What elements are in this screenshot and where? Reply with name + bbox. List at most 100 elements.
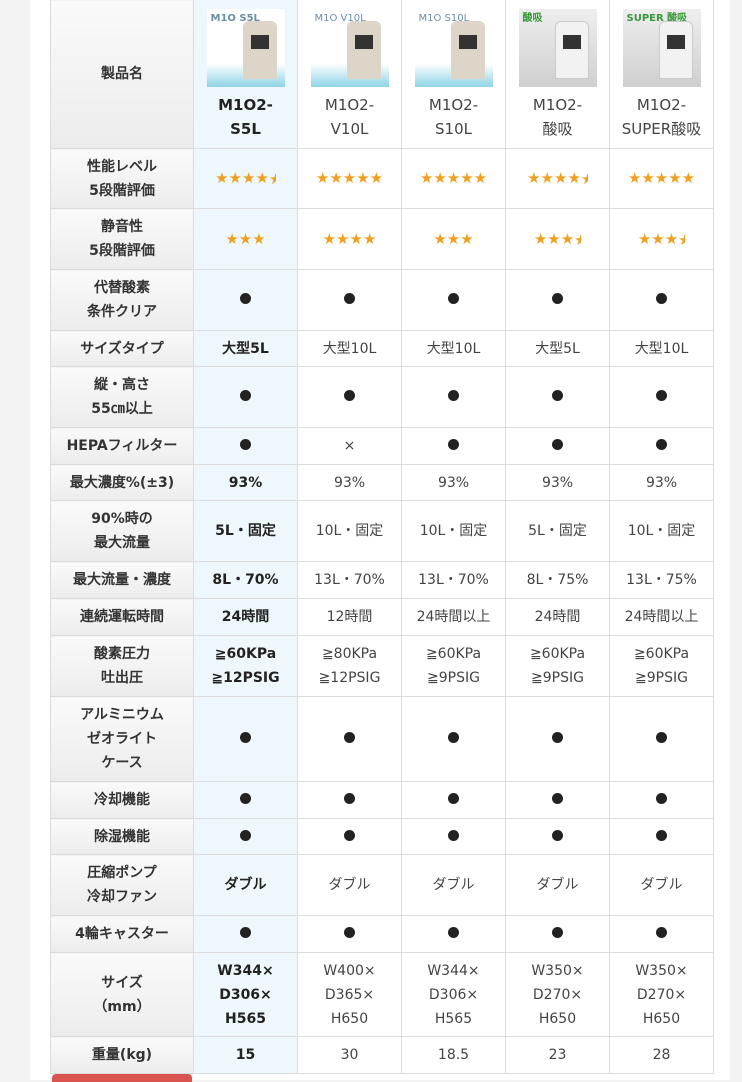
star-icon: ★ (527, 169, 541, 187)
row-label-line: 酸素圧力 (94, 646, 150, 662)
cell-value: 93% (541, 474, 574, 491)
product-image[interactable]: M1O S10L (414, 9, 493, 87)
cell-value: W350× (531, 962, 584, 979)
product-image-text: M1O S10L (418, 13, 470, 24)
table-cell (297, 366, 402, 428)
star-rating: ★★★★★ (628, 169, 695, 187)
table-cell: W344× D306× H565 (193, 952, 298, 1037)
table-cell (297, 269, 402, 331)
star-icon: ★ (255, 169, 269, 187)
table-cell: 13L・75% (609, 561, 714, 599)
star-icon: ★ (651, 229, 665, 248)
row-label-line: （mm） (93, 998, 151, 1015)
product-header-cell: M1O S5L M1O2- S5L (193, 0, 298, 149)
table-cell: 大型10L (609, 330, 714, 367)
cell-value: ダブル (432, 877, 475, 893)
red-button[interactable] (52, 1074, 192, 1082)
table-cell (401, 696, 506, 782)
star-icon: ★ (349, 229, 363, 248)
row-label: 性能レベル 5段階評価 (50, 148, 194, 209)
table-cell (505, 427, 610, 465)
table-cell (401, 915, 506, 953)
product-name-suffix: S10L (435, 120, 472, 138)
row-label: 連続運転時間 (50, 598, 194, 636)
cell-value: ≧60KPa (425, 646, 482, 662)
cell-value: 23 (548, 1047, 567, 1063)
cell-value: 5L・固定 (215, 523, 276, 539)
star-icon: ★ (473, 169, 488, 187)
row-label-line: 圧縮ポンプ (87, 865, 157, 881)
filled-dot-icon (656, 927, 667, 938)
row-label-line: 連続運転時間 (80, 609, 164, 625)
product-image[interactable]: SUPER 酸吸 (622, 9, 701, 87)
cell-value: 8L・75% (526, 572, 589, 588)
filled-dot-icon (240, 439, 251, 450)
row-label-line: 性能レベル (87, 158, 157, 175)
product-image[interactable]: M1O V10L (310, 9, 389, 87)
table-cell: ★★★★★ (193, 148, 298, 209)
table-cell (193, 696, 298, 782)
cell-value: 93% (437, 474, 470, 491)
table-cell: ★★★★★ (401, 148, 506, 209)
table-row: 性能レベル 5段階評価 ★★★★★ ★★★★★ ★★★★★ ★★★★★ ★★★★★ (50, 148, 714, 209)
table-cell (609, 818, 714, 855)
table-cell (297, 915, 402, 953)
filled-dot-icon (344, 829, 355, 841)
filled-dot-icon (656, 732, 667, 743)
star-icon: ★ (637, 229, 652, 248)
row-label-line: 条件クリア (87, 304, 157, 320)
row-label-line: 最大濃度%(±3) (69, 474, 175, 491)
table-cell: 大型10L (401, 330, 506, 367)
product-name: M1O2- (428, 96, 479, 114)
half-star-icon: ★ (574, 230, 582, 249)
table-cell: ダブル (401, 854, 506, 916)
cell-value: ダブル (536, 877, 579, 893)
product-image-text: 酸吸 (522, 13, 543, 24)
filled-dot-icon (344, 793, 355, 804)
star-icon: ★ (228, 169, 242, 187)
product-image[interactable]: M1O S5L (206, 9, 285, 87)
cell-value: 24時間以上 (416, 609, 491, 625)
filled-dot-icon (552, 829, 563, 841)
row-label: 圧縮ポンプ 冷却ファン (50, 854, 194, 916)
table-cell (609, 781, 714, 819)
table-cell (297, 818, 402, 855)
table-cell: 24時間 (505, 598, 610, 636)
star-icon: ★ (567, 169, 581, 187)
star-icon: ★ (419, 169, 434, 187)
product-header-cell: 酸吸 M1O2- 酸吸 (505, 0, 610, 149)
row-label-line: HEPAフィルター (66, 438, 178, 454)
table-cell: ★★★★ (297, 208, 402, 270)
header-row: 製品名 M1O S5L M1O2- S5L M1O V10L M1O2- V10L M1O … (50, 0, 714, 149)
filled-dot-icon (448, 732, 459, 743)
row-label: 除湿機能 (50, 818, 194, 855)
star-icon: ★ (547, 229, 561, 248)
cell-value: D270× (636, 986, 687, 1003)
filled-dot-icon (240, 732, 251, 743)
cell-value: 8L・70% (212, 572, 279, 588)
filled-dot-icon (240, 293, 251, 304)
row-label-line: 代替酸素 (94, 280, 150, 296)
table-cell (297, 781, 402, 819)
cell-value: ダブル (640, 877, 683, 893)
row-label-line: 55㎝以上 (91, 401, 153, 417)
product-header-cell: SUPER 酸吸 M1O2- SUPER酸吸 (609, 0, 714, 149)
table-cell: 10L・固定 (609, 500, 714, 562)
table-row: 酸素圧力 吐出圧 ≧60KPa ≧12PSIG ≧80KPa ≧12PSIG ≧60KPa ≧… (50, 635, 714, 697)
table-cell: 13L・70% (297, 561, 402, 599)
product-image-text: M1O V10L (314, 13, 366, 24)
star-icon: ★ (446, 229, 461, 248)
table-cell (193, 269, 298, 331)
table-cell (401, 269, 506, 331)
table-cell: 5L・固定 (505, 500, 610, 562)
star-icon: ★ (362, 229, 377, 248)
row-label: 90%時の 最大流量 (50, 500, 194, 562)
star-icon: ★ (533, 229, 548, 248)
row-label-line: 4輪キャスター (75, 926, 169, 942)
product-image-text: SUPER 酸吸 (626, 13, 688, 24)
cell-value: 15 (235, 1047, 256, 1063)
half-star-icon: ★ (580, 170, 588, 188)
product-name: M1O2- (636, 96, 687, 114)
table-cell: 93% (401, 464, 506, 501)
product-image[interactable]: 酸吸 (518, 9, 597, 87)
